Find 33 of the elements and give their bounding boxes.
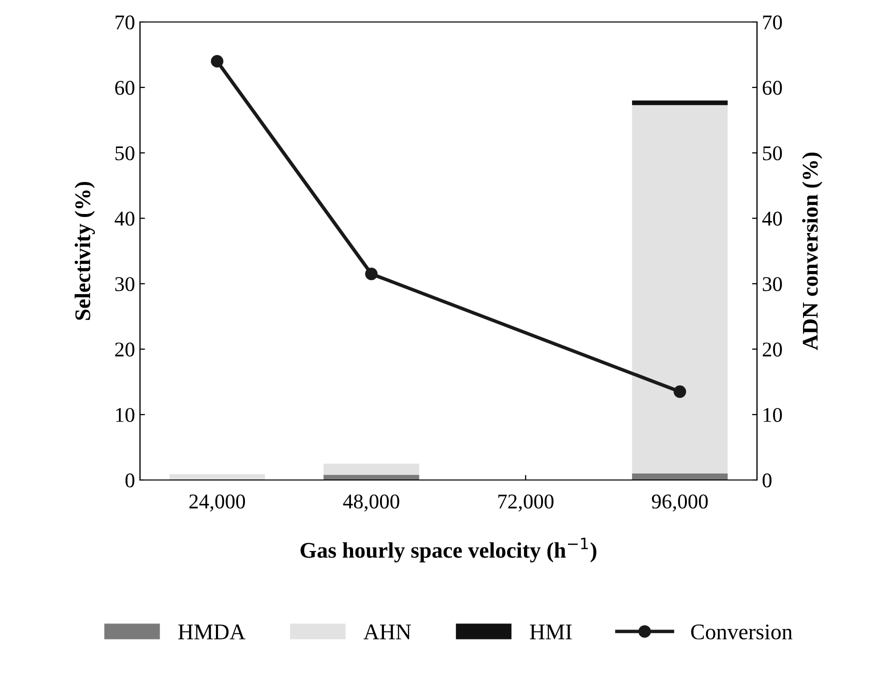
y-tick-label: 50 <box>116 146 134 160</box>
legend-label: Conversion <box>691 624 792 640</box>
y-axis-title: Selectivity (%) <box>74 182 95 320</box>
y-tick-label: 10 <box>116 408 134 422</box>
y2-tick-label: 10 <box>764 408 782 422</box>
bar <box>632 100 728 106</box>
y2-tick-label: 20 <box>762 342 782 357</box>
legend-label: HMDA <box>178 624 246 640</box>
y2-axis-title: ADN conversion (%) <box>802 152 822 350</box>
x-tick-label: 72,000 <box>498 494 554 512</box>
x-tick-label: 24,000 <box>189 494 245 512</box>
y-tick-label: 70 <box>116 15 134 30</box>
bar <box>324 474 420 480</box>
x-tick-label: 96,000 <box>652 494 708 512</box>
bar <box>632 473 728 480</box>
y2-tick-label: 30 <box>762 277 782 292</box>
y-tick-label: 60 <box>115 80 134 95</box>
bar <box>324 464 420 475</box>
y2-tick-label: 60 <box>762 80 782 95</box>
y-tick-label: 40 <box>114 212 134 226</box>
y-tick-label: 20 <box>115 342 134 357</box>
y2-tick-label: 0 <box>762 473 772 488</box>
y2-tick-label: 50 <box>763 146 782 160</box>
x-tick-label: 48,000 <box>343 494 400 512</box>
y2-tick-label: 40 <box>762 212 782 226</box>
y-tick-label: 0 <box>126 473 134 488</box>
x-axis-title: Gas hourly space velocity (h$^{−1}$) <box>300 538 596 562</box>
y-tick-label: 30 <box>115 277 134 292</box>
legend-label: HMI <box>530 624 572 640</box>
bar <box>169 474 265 480</box>
bar <box>632 105 728 474</box>
y2-tick-label: 70 <box>763 15 782 30</box>
legend-label: AHN <box>364 624 411 640</box>
